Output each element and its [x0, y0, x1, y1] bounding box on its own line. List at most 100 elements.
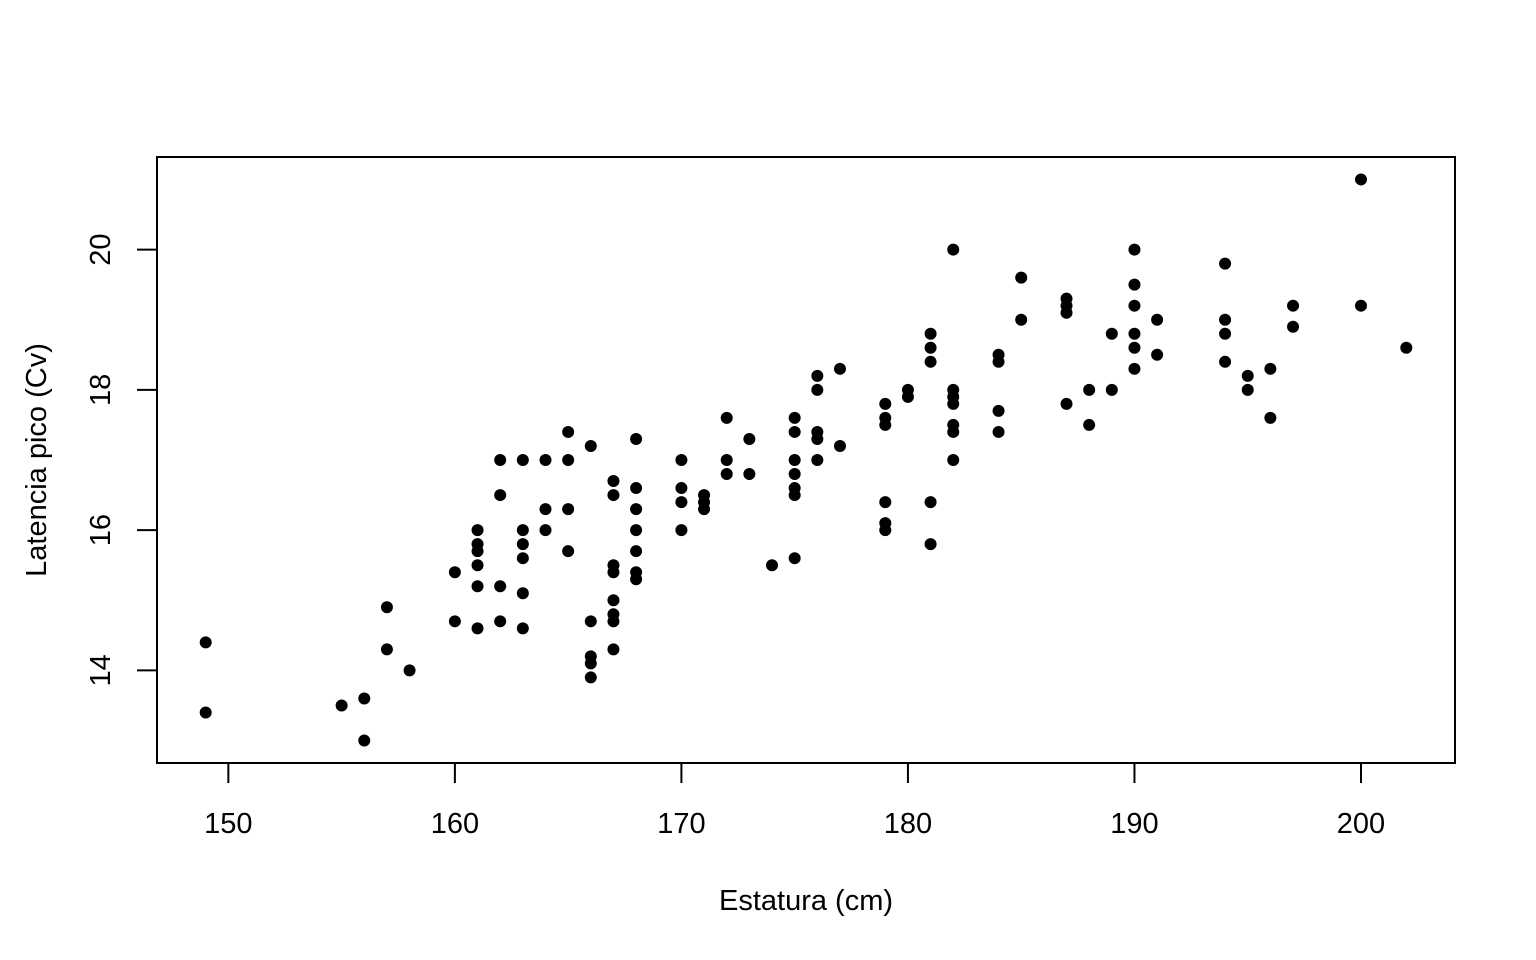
x-axis: 150 160 170 180 190 200 — [204, 763, 1385, 840]
data-point — [879, 397, 892, 410]
data-point — [494, 454, 507, 466]
data-point — [675, 524, 688, 537]
data-point — [584, 671, 597, 684]
data-point — [199, 706, 212, 719]
data-point — [766, 559, 779, 572]
data-point — [630, 545, 643, 558]
data-point — [788, 411, 801, 424]
data-point — [720, 468, 733, 481]
data-point — [1219, 313, 1232, 326]
data-point — [675, 482, 688, 495]
data-point — [494, 489, 507, 502]
data-point — [743, 432, 756, 445]
data-point — [471, 524, 484, 537]
data-point — [1219, 355, 1232, 368]
data-point — [516, 454, 529, 466]
data-point — [743, 468, 756, 481]
data-point — [607, 566, 620, 579]
data-point — [879, 524, 892, 537]
data-point — [788, 425, 801, 438]
data-point — [448, 615, 461, 628]
data-point — [720, 411, 733, 424]
data-point — [788, 552, 801, 565]
data-point — [1105, 327, 1118, 340]
data-point — [448, 566, 461, 579]
data-point — [1241, 369, 1254, 382]
data-point — [1400, 341, 1413, 354]
x-axis-label: Estatura (cm) — [719, 885, 893, 917]
data-point — [630, 432, 643, 445]
data-point — [1128, 362, 1141, 375]
data-point — [358, 692, 371, 705]
data-point — [675, 496, 688, 509]
y-axis-label: Latencia pico (Cv) — [21, 343, 53, 577]
data-point — [380, 643, 393, 656]
data-point — [788, 454, 801, 466]
data-point — [607, 615, 620, 628]
data-point — [403, 664, 416, 677]
data-point — [1287, 299, 1300, 312]
x-tick-label: 160 — [431, 808, 479, 840]
data-point — [1128, 299, 1141, 312]
data-point — [1287, 320, 1300, 333]
data-point — [947, 454, 960, 466]
data-point — [924, 327, 937, 340]
data-point — [1264, 411, 1277, 424]
x-tick-label: 180 — [884, 808, 932, 840]
data-point — [494, 580, 507, 593]
data-point — [562, 425, 575, 438]
y-tick-label: 16 — [85, 514, 117, 546]
data-points — [199, 173, 1413, 747]
data-point — [358, 734, 371, 747]
data-point — [380, 601, 393, 614]
data-point — [516, 552, 529, 565]
data-point — [471, 580, 484, 593]
data-point — [1083, 383, 1096, 396]
data-point — [562, 503, 575, 516]
data-point — [516, 587, 529, 600]
data-point — [1354, 299, 1367, 312]
data-point — [1083, 418, 1096, 431]
data-point — [811, 383, 824, 396]
data-point — [947, 397, 960, 410]
y-tick-label: 14 — [85, 654, 117, 686]
data-point — [1128, 243, 1141, 256]
data-point — [335, 699, 348, 712]
data-point — [539, 503, 552, 516]
data-point — [584, 439, 597, 452]
data-point — [1015, 271, 1028, 284]
data-point — [471, 622, 484, 635]
data-point — [1128, 327, 1141, 340]
data-point — [1219, 257, 1232, 270]
data-point — [516, 538, 529, 551]
data-point — [811, 369, 824, 382]
data-point — [924, 341, 937, 354]
data-point — [494, 615, 507, 628]
data-point — [630, 524, 643, 537]
x-tick-label: 200 — [1337, 808, 1385, 840]
x-tick-label: 190 — [1110, 808, 1158, 840]
data-point — [630, 482, 643, 495]
data-point — [562, 454, 575, 466]
data-point — [630, 573, 643, 586]
data-point — [1354, 173, 1367, 186]
data-point — [584, 657, 597, 670]
data-point — [811, 432, 824, 445]
data-point — [675, 454, 688, 466]
data-point — [607, 475, 620, 488]
x-tick-label: 150 — [204, 808, 252, 840]
y-tick-label: 20 — [85, 233, 117, 265]
data-point — [1015, 313, 1028, 326]
data-point — [924, 538, 937, 551]
data-point — [539, 524, 552, 537]
data-point — [607, 489, 620, 502]
data-point — [539, 454, 552, 466]
x-tick-label: 170 — [657, 808, 705, 840]
data-point — [833, 362, 846, 375]
data-point — [1060, 306, 1073, 319]
data-point — [471, 545, 484, 558]
data-point — [1219, 327, 1232, 340]
data-point — [947, 425, 960, 438]
data-point — [833, 439, 846, 452]
